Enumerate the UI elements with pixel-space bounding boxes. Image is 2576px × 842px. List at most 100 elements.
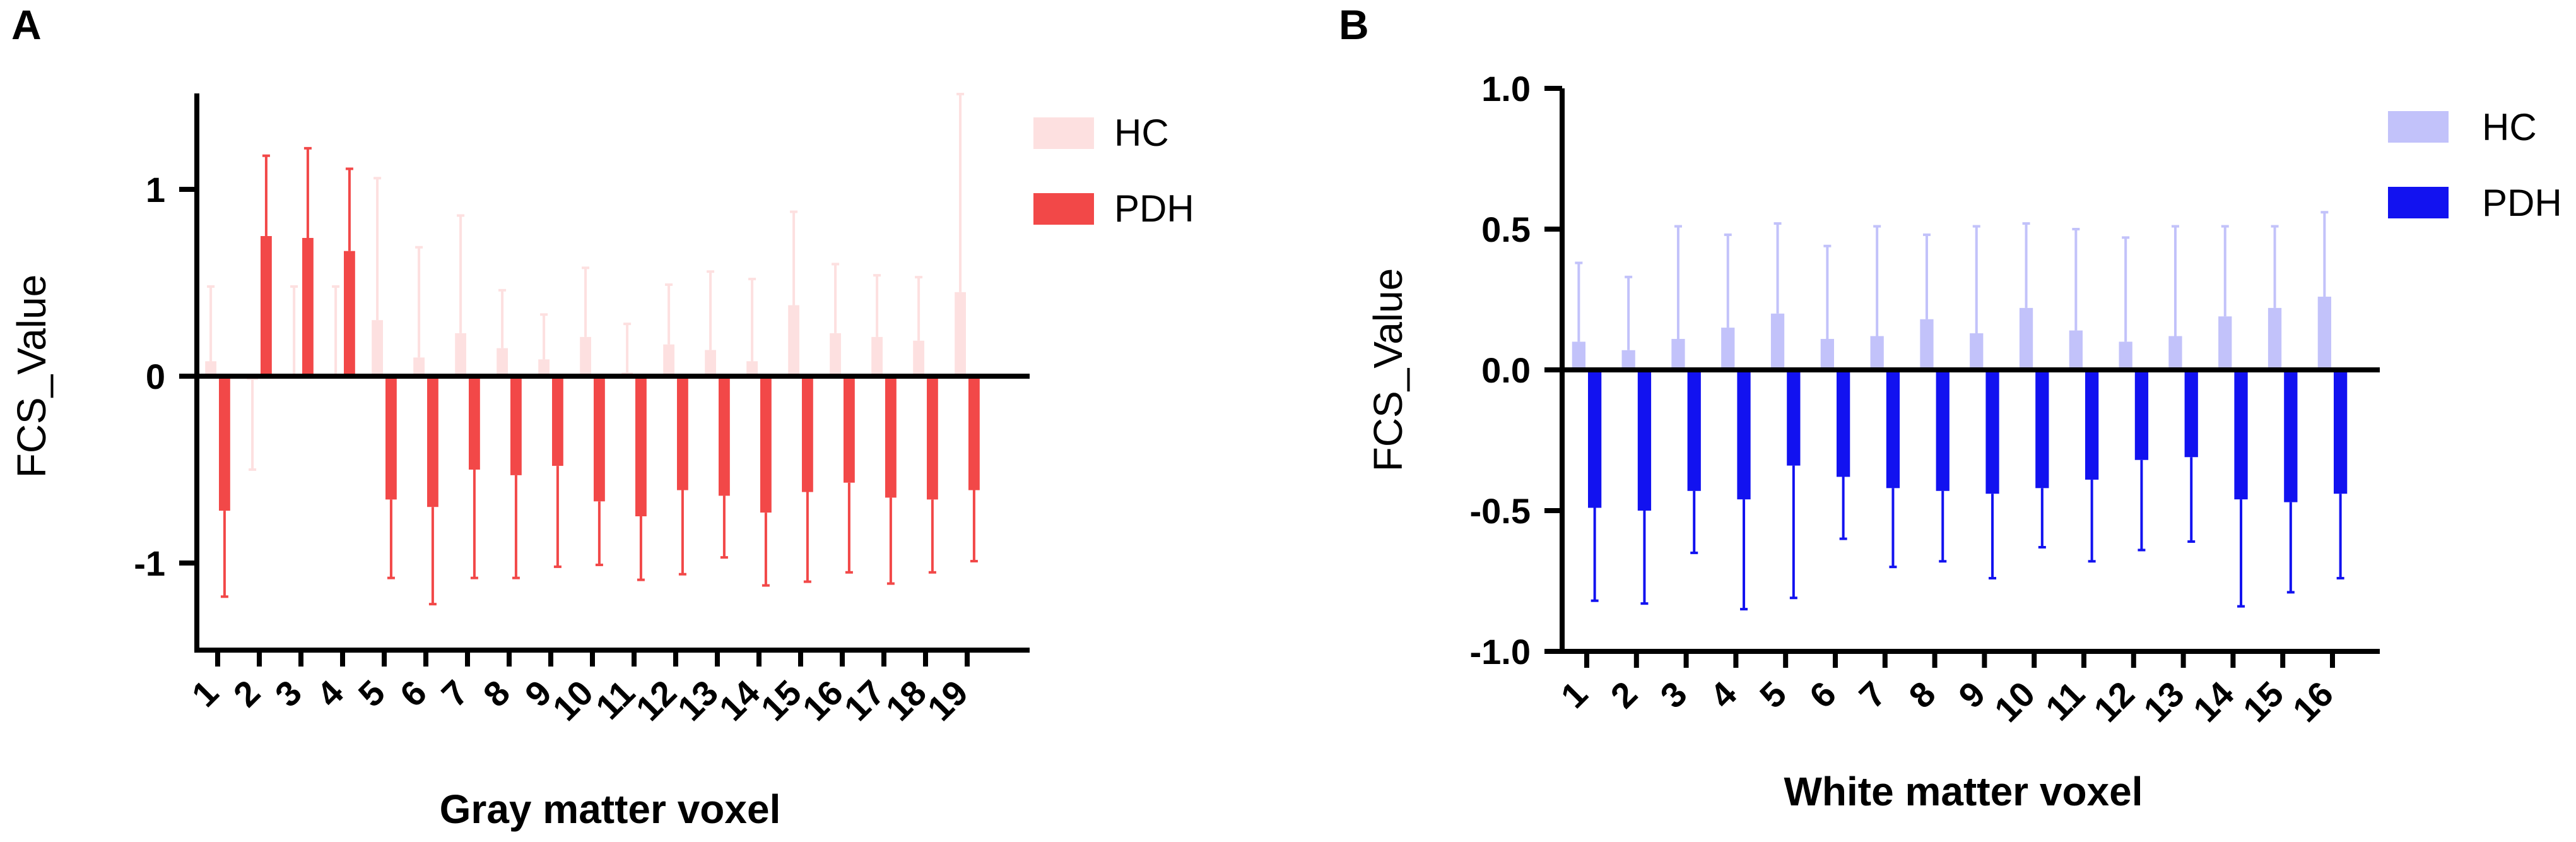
panel-a-letter: A [11,1,42,48]
bar-a-hc-12 [663,344,674,376]
bar-b-pdh-9 [1985,370,1999,494]
bar-b-hc-12 [2119,341,2132,370]
x-tick-label-b-11: 11 [2038,673,2092,728]
bar-a-pdh-2 [261,236,272,376]
panel-b-x-axis-label: White matter voxel [1784,769,2143,814]
bar-a-hc-7 [455,333,466,376]
bar-b-pdh-10 [2035,370,2049,489]
bar-b-pdh-16 [2334,370,2348,494]
bar-b-hc-5 [1770,313,1785,370]
x-tick-label-b-9: 9 [1951,673,1993,716]
x-tick-label-b-6: 6 [1802,673,1844,716]
bar-b-hc-16 [2317,297,2331,370]
bar-b-hc-11 [2069,330,2083,370]
x-tick-label-b-1: 1 [1553,673,1596,716]
y-tick-label-a-1: 0 [146,357,165,396]
y-tick-label-b-2: 0.0 [1481,350,1531,390]
panel-b-legend-hc-label: HC [2482,106,2537,148]
x-tick-label-b-3: 3 [1652,673,1695,716]
y-tick-label-a-0: 1 [146,170,165,210]
bar-a-pdh-11 [635,376,647,516]
bar-a-pdh-19 [968,376,980,490]
panel-b-y-axis-label: FCS_Value [1365,268,1411,472]
bar-a-hc-18 [913,340,924,376]
panel-a-x-axis-label: Gray matter voxel [440,786,781,832]
bar-b-pdh-11 [2085,370,2099,480]
bar-b-hc-8 [1920,319,1934,370]
bar-b-pdh-4 [1737,370,1751,500]
bar-a-pdh-15 [802,376,813,492]
panel-a-legend-pdh-swatch [1033,193,1094,225]
panel-a-y-axis-label: FCS_Value [9,275,54,478]
bar-a-hc-9 [538,359,550,376]
bar-b-hc-10 [2019,307,2033,370]
x-tick-label-b-2: 2 [1603,673,1645,716]
bar-b-hc-7 [1870,336,1884,370]
bar-a-hc-13 [705,350,716,376]
bar-b-hc-9 [1970,333,1984,370]
y-tick-label-b-0: 1.0 [1481,69,1531,109]
bar-b-pdh-5 [1787,370,1801,466]
panel-a-axes [194,93,1030,653]
bar-a-pdh-6 [427,376,438,507]
bar-a-pdh-8 [510,376,522,475]
bar-b-pdh-14 [2234,370,2248,500]
bar-b-pdh-8 [1936,370,1950,491]
bar-b-hc-15 [2267,307,2282,370]
bar-a-pdh-16 [844,376,855,483]
panel-a-bars [205,93,980,606]
bar-a-hc-15 [788,305,799,376]
bar-a-pdh-12 [677,376,688,490]
panel-b-legend-pdh-label: PDH [2482,182,2562,224]
bar-b-hc-1 [1572,341,1585,370]
bar-b-hc-4 [1721,328,1735,370]
x-tick-label-a-5: 5 [351,672,393,715]
bar-a-hc-14 [746,361,758,376]
bar-a-hc-19 [955,292,966,376]
x-tick-label-b-4: 4 [1702,673,1744,716]
x-tick-label-a-1: 1 [184,672,226,715]
bar-b-pdh-2 [1637,370,1652,511]
y-tick-label-a-2: -1 [134,543,165,583]
bar-a-pdh-4 [344,251,355,376]
bar-a-pdh-9 [552,376,563,466]
x-tick-label-b-13: 13 [2136,673,2192,730]
bar-a-hc-16 [830,333,841,376]
bar-a-pdh-3 [302,237,314,376]
bar-a-pdh-1 [219,376,230,511]
bar-b-pdh-7 [1886,370,1900,489]
panel-b-legend: HC PDH [2388,106,2562,224]
bar-b-hc-6 [1820,338,1834,370]
bar-b-pdh-3 [1687,370,1701,491]
y-tick-label-b-1: 0.5 [1481,210,1531,249]
panel-a-y-ticks: 1 0 -1 [134,170,197,583]
bar-a-pdh-13 [719,376,730,496]
x-tick-label-b-14: 14 [2185,673,2242,730]
x-tick-label-b-12: 12 [2086,673,2142,730]
y-tick-label-b-4: -1.0 [1470,632,1531,672]
bar-b-pdh-12 [2134,370,2149,460]
bar-b-pdh-13 [2184,370,2198,458]
bar-a-pdh-7 [469,376,480,470]
bar-a-hc-17 [871,336,883,376]
bar-a-hc-10 [580,336,591,376]
x-tick-label-a-4: 4 [309,672,351,715]
bar-b-hc-14 [2218,316,2232,370]
bar-b-hc-2 [1621,350,1635,370]
panel-a-legend-hc-swatch [1033,117,1094,149]
bar-b-pdh-6 [1837,370,1850,477]
bar-b-pdh-15 [2284,370,2298,502]
x-tick-label-b-15: 15 [2235,673,2291,730]
x-tick-label-a-6: 6 [392,672,435,715]
bar-a-pdh-14 [760,376,772,513]
x-tick-label-a-3: 3 [268,672,310,715]
bar-a-pdh-10 [594,376,605,502]
panel-a-legend-pdh-label: PDH [1114,187,1194,230]
bar-a-hc-1 [205,361,216,376]
panel-b-letter: B [1339,1,1369,48]
bar-a-hc-6 [413,357,425,376]
bar-a-hc-5 [372,320,383,376]
bar-a-pdh-17 [885,376,897,498]
